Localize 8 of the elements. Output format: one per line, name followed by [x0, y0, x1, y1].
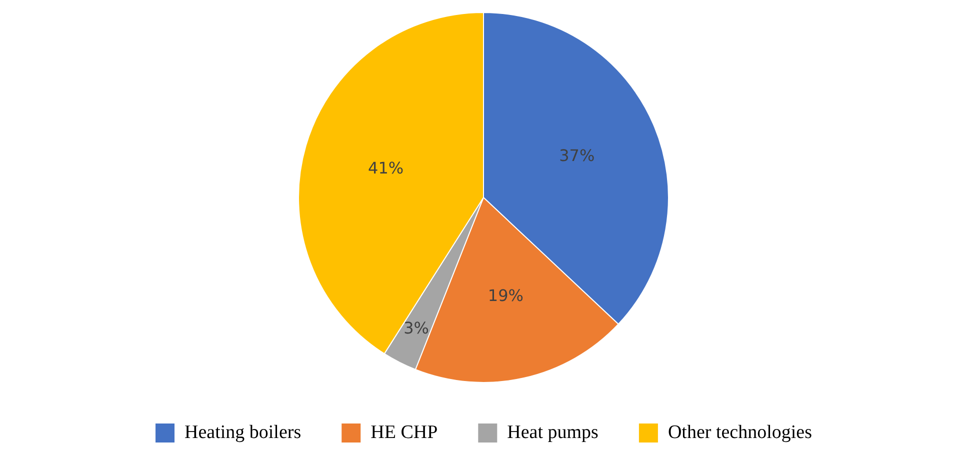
data-label: 37% — [559, 146, 595, 166]
legend-label: Heat pumps — [507, 422, 598, 443]
legend-label: Other technologies — [668, 422, 812, 443]
data-label: 19% — [488, 286, 524, 305]
legend-label: HE CHP — [370, 422, 438, 443]
legend-label: Heating boilers — [184, 422, 302, 443]
data-label: 3% — [404, 318, 430, 338]
data-label: 41% — [368, 158, 404, 178]
